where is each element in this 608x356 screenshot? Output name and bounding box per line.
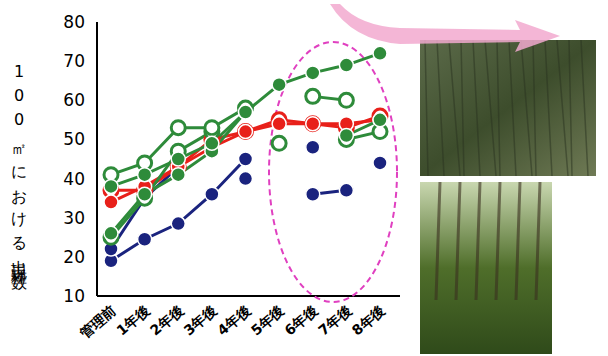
point <box>104 195 118 209</box>
point <box>306 66 320 80</box>
photo-detail <box>485 40 496 176</box>
y-tick-label: 50 <box>63 129 85 149</box>
x-tick-label: 7年後 <box>315 302 354 339</box>
point <box>306 140 320 154</box>
y-tick-label: 10 <box>63 286 85 306</box>
x-tick-label: 5年後 <box>248 302 287 339</box>
point <box>104 179 118 193</box>
photo-detail <box>569 40 572 176</box>
photo-detail <box>516 182 520 300</box>
point <box>339 183 353 197</box>
y-tick-label: 60 <box>63 90 85 110</box>
photo-detail <box>437 40 444 176</box>
y-tick-label: 30 <box>63 208 85 228</box>
point <box>339 93 353 107</box>
point <box>306 187 320 201</box>
y-tick-label: 20 <box>63 247 85 267</box>
y-axis-title: 100㎡における出現種数 <box>6 24 30 304</box>
series-line <box>111 96 346 174</box>
point <box>138 232 152 246</box>
point <box>339 58 353 72</box>
photo-detail <box>476 182 480 300</box>
point <box>272 136 286 150</box>
x-tick-label: 管理前 <box>76 302 119 342</box>
x-tick-label: 4年後 <box>214 302 253 339</box>
photo-detail <box>456 182 460 300</box>
series-line <box>111 112 380 233</box>
point <box>306 117 320 131</box>
point <box>138 187 152 201</box>
point <box>306 117 320 131</box>
x-tick-label: 6年後 <box>281 302 320 339</box>
point <box>373 113 387 127</box>
y-tick-label: 80 <box>63 12 85 32</box>
photo <box>420 40 596 176</box>
series-line <box>111 159 380 261</box>
point <box>239 172 253 186</box>
x-tick-label: 3年後 <box>181 302 220 339</box>
point <box>104 226 118 240</box>
photo-detail <box>461 40 464 176</box>
point <box>171 152 185 166</box>
point <box>373 46 387 60</box>
photo-detail <box>425 40 428 176</box>
y-axis <box>96 22 98 296</box>
point <box>272 117 286 131</box>
x-tick-label: 1年後 <box>113 302 152 339</box>
photo-detail <box>536 182 540 300</box>
photo <box>420 182 552 354</box>
series-line <box>111 116 380 190</box>
x-tick-label: 8年後 <box>349 302 388 339</box>
series-line <box>111 132 380 238</box>
point <box>205 121 219 135</box>
series-line <box>111 120 380 202</box>
point <box>205 187 219 201</box>
point <box>205 136 219 150</box>
point <box>239 125 253 139</box>
point <box>239 105 253 119</box>
photo-detail <box>496 182 500 300</box>
series-line <box>111 167 346 249</box>
plot-area <box>104 46 387 267</box>
photo-detail <box>497 40 500 176</box>
point <box>171 217 185 231</box>
photo-detail <box>509 40 516 176</box>
photo-detail <box>533 40 536 176</box>
series-line <box>111 53 380 186</box>
point <box>171 121 185 135</box>
y-tick-label: 70 <box>63 51 85 71</box>
photo-detail <box>557 40 568 176</box>
point <box>272 78 286 92</box>
photo-detail <box>545 40 552 176</box>
point <box>239 105 253 119</box>
photo-detail <box>449 40 460 176</box>
x-tick-label: 2年後 <box>147 302 186 339</box>
point <box>373 156 387 170</box>
photo-detail <box>436 182 440 300</box>
photo-detail <box>581 40 588 176</box>
photo-detail <box>521 40 532 176</box>
point <box>239 152 253 166</box>
arrow <box>330 4 560 52</box>
chart: 10 20 30 40 50 60 70 80 管理前1年後2年後3年後4年後5年後6年後7年後… <box>0 0 608 356</box>
point <box>138 168 152 182</box>
point <box>373 113 387 127</box>
photo-detail <box>473 40 480 176</box>
point <box>306 89 320 103</box>
point <box>239 125 253 139</box>
point <box>171 168 185 182</box>
point <box>339 129 353 143</box>
y-tick-label: 40 <box>63 169 85 189</box>
